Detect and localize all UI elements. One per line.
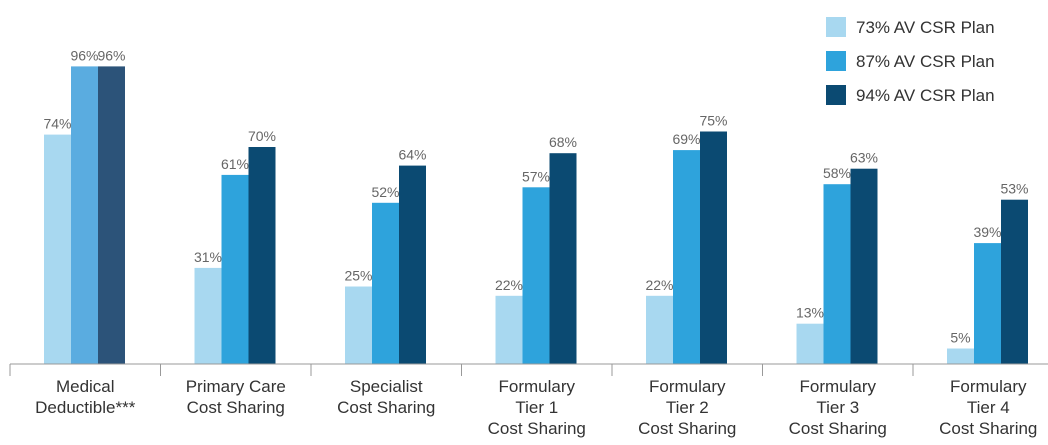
bar-2-series-1: [194, 267, 222, 364]
legend-label: 87% AV CSR Plan: [856, 52, 995, 71]
value-label: 13%: [796, 305, 824, 321]
value-label: 64%: [398, 147, 426, 163]
value-label: 75%: [699, 113, 727, 129]
value-label: 52%: [371, 184, 399, 200]
bar-3-series-3: [399, 165, 426, 364]
value-label: 5%: [950, 330, 970, 346]
category-label: Formulary Tier 4 Cost Sharing: [939, 377, 1037, 438]
value-label: 69%: [672, 131, 700, 147]
value-label: 53%: [1000, 181, 1028, 197]
bar-5-series-1: [646, 295, 673, 364]
value-labels-layer: 74% 96%96% 31% 61% 70% 25% 52% 64% 22% 57% 68% 22% 6…: [43, 47, 1028, 345]
bar-6-series-1: [796, 323, 824, 364]
value-label: 61%: [221, 156, 249, 172]
category-label: Primary Care Cost Sharing: [186, 377, 286, 417]
bar-3-series-1: [345, 286, 372, 364]
bar-7-series-2: [974, 243, 1001, 364]
bar-1-series-3: [98, 66, 125, 365]
x-axis: Medical Deductible*** Primary Care Cost Sha…: [9, 363, 1048, 438]
value-label: 74%: [43, 116, 71, 132]
value-label: 31%: [194, 249, 222, 265]
bar-7-series-1: [947, 348, 974, 364]
bar-5-series-3: [700, 131, 727, 364]
bar-5-series-2: [673, 150, 700, 364]
bar-3-series-2: [372, 202, 399, 364]
bar-7-series-3: [1001, 199, 1028, 364]
bar-4-series-1: [495, 295, 523, 364]
bar-1-series-2: [71, 66, 98, 365]
value-label: 96%: [70, 47, 98, 63]
bar-4-series-3: [549, 153, 577, 364]
bar-2-series-2: [221, 174, 249, 364]
category-label: Formulary Tier 2 Cost Sharing: [638, 377, 736, 438]
value-label: 57%: [522, 168, 550, 184]
category-label: Formulary Tier 3 Cost Sharing: [789, 377, 887, 438]
bar-4-series-2: [522, 187, 550, 364]
category-label: Medical Deductible***: [35, 377, 136, 417]
bar-6-series-3: [850, 168, 878, 364]
category-label: Specialist Cost Sharing: [337, 377, 435, 417]
value-label: 70%: [248, 128, 276, 144]
bar-1-series-1: [44, 134, 71, 364]
legend: 73% AV CSR Plan 87% AV CSR Plan 94% AV CSR…: [826, 17, 995, 105]
value-label: 22%: [645, 277, 673, 293]
category-label: Formulary Tier 1 Cost Sharing: [488, 377, 586, 438]
legend-label: 73% AV CSR Plan: [856, 18, 995, 37]
legend-label: 94% AV CSR Plan: [856, 86, 995, 105]
legend-swatch: [826, 85, 846, 105]
value-label: 68%: [549, 134, 577, 150]
value-label: 58%: [823, 165, 851, 181]
value-label: 25%: [344, 268, 372, 284]
value-label: 96%: [97, 47, 125, 63]
bar-6-series-2: [823, 184, 851, 364]
legend-swatch: [826, 51, 846, 71]
value-label: 63%: [850, 150, 878, 166]
legend-swatch: [826, 17, 846, 37]
bars-layer: [44, 66, 1028, 365]
value-label: 22%: [495, 277, 523, 293]
value-label: 39%: [973, 224, 1001, 240]
bar-2-series-3: [248, 147, 276, 364]
